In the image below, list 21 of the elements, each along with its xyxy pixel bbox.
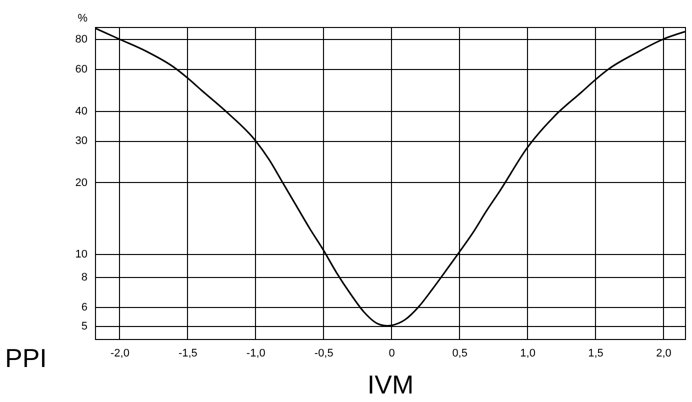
y-tick-label: 6 — [81, 301, 88, 314]
y-tick-label: 5 — [81, 320, 88, 332]
y-tick-label: 30 — [75, 135, 88, 148]
y-tick-label: 8 — [81, 272, 88, 284]
y-tick-label: 20 — [75, 176, 88, 189]
x-tick-label: 0,5 — [452, 348, 468, 360]
x-tick-label: 1,0 — [520, 348, 536, 360]
x-tick-label: 0 — [388, 348, 395, 360]
x-tick-label: 1,5 — [588, 348, 604, 360]
y-tick-label: 80 — [75, 34, 88, 46]
x-tick-label: -1,5 — [178, 348, 198, 360]
x-axis-title: IVM — [367, 370, 414, 400]
x-tick-label: -1,0 — [246, 348, 266, 360]
y-tick-label: 60 — [75, 63, 88, 76]
y-axis-title: % — [78, 12, 88, 24]
x-tick-label: 2,0 — [656, 348, 672, 360]
y-tick-label: 10 — [75, 248, 88, 261]
y-tick-label: 40 — [75, 105, 88, 118]
x-tick-label: -2,0 — [110, 348, 130, 360]
text: PPI — [5, 343, 47, 373]
x-tick-label: -0,5 — [314, 348, 334, 360]
